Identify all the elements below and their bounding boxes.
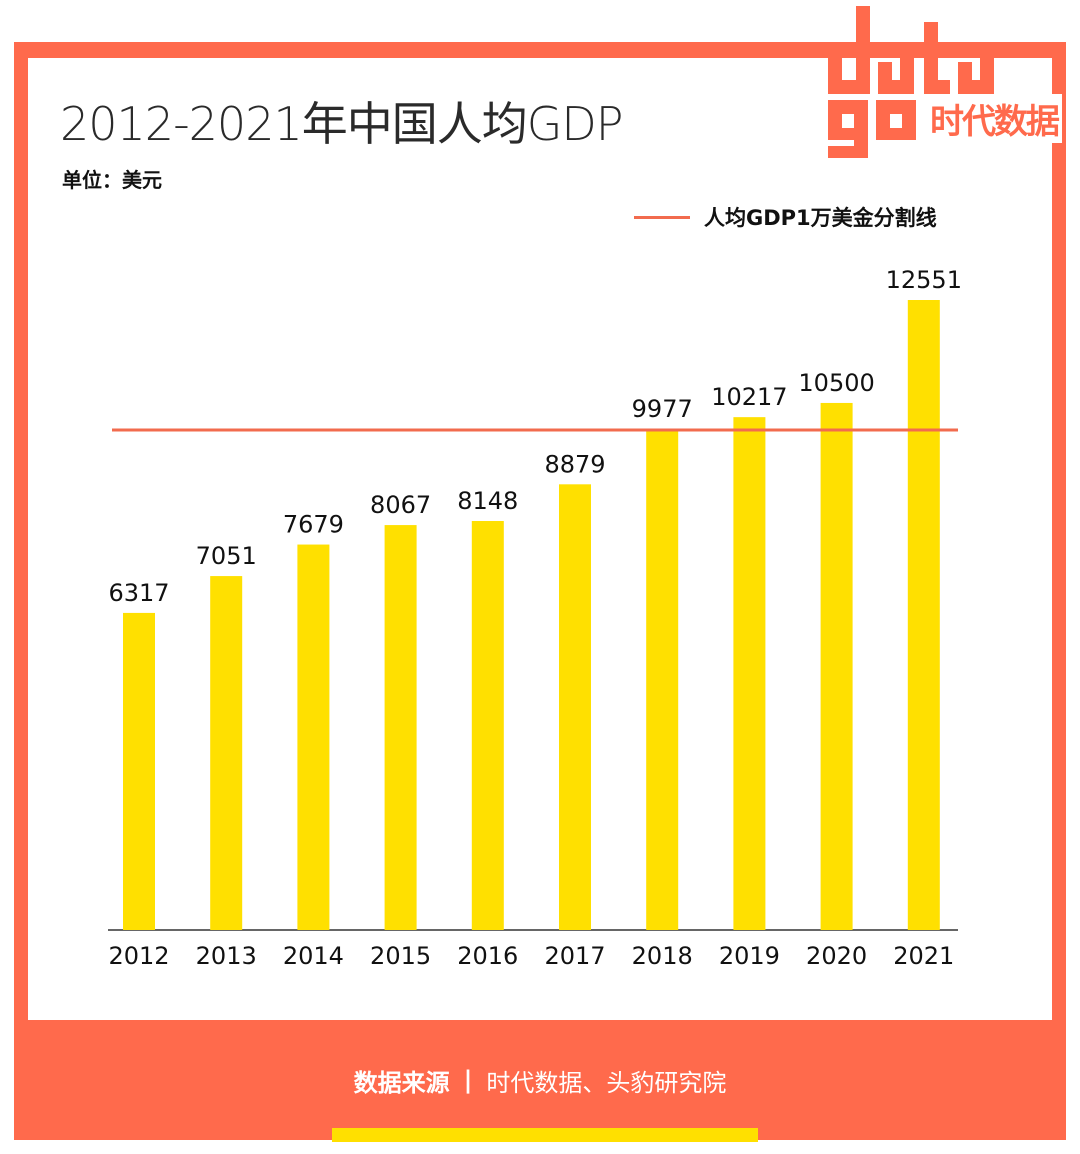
data-label-2018: 9977 xyxy=(632,395,693,423)
x-tick-2012: 2012 xyxy=(108,942,169,970)
x-tick-2020: 2020 xyxy=(806,942,867,970)
bar-2020 xyxy=(820,402,853,931)
x-tick-2019: 2019 xyxy=(719,942,780,970)
bar-2013 xyxy=(210,576,243,930)
logo-text: 时代数据 xyxy=(926,94,1062,143)
datagood-logo-mark xyxy=(828,6,994,158)
x-tick-2013: 2013 xyxy=(196,942,257,970)
data-label-2015: 8067 xyxy=(370,491,431,519)
bar-2018 xyxy=(646,429,679,930)
chart-panel xyxy=(28,58,1052,1020)
datagood-logo xyxy=(820,2,1060,162)
footer-accent-bar xyxy=(332,1128,758,1142)
data-label-2013: 7051 xyxy=(196,542,257,570)
x-tick-2021: 2021 xyxy=(893,942,954,970)
chart-legend: 人均GDP1万美金分割线 xyxy=(634,200,937,234)
data-label-2016: 8148 xyxy=(457,487,518,515)
bar-2017 xyxy=(559,484,591,930)
x-tick-2015: 2015 xyxy=(370,942,431,970)
source-footer: 数据来源 | 时代数据、头豹研究院 xyxy=(14,1052,1066,1108)
bar-2012 xyxy=(123,612,155,930)
data-label-2012: 6317 xyxy=(108,579,169,607)
bar-2016 xyxy=(471,521,504,930)
source-label: 数据来源 xyxy=(353,1068,450,1097)
source-text: 时代数据、头豹研究院 xyxy=(486,1068,727,1097)
data-label-2020: 10500 xyxy=(798,369,874,397)
legend-line-swatch xyxy=(634,215,690,219)
data-label-2021: 12551 xyxy=(886,266,962,294)
unit-label: 单位：美元 xyxy=(62,168,162,192)
data-label-2014: 7679 xyxy=(283,511,344,539)
data-label-2017: 8879 xyxy=(544,450,605,478)
source-separator: | xyxy=(463,1066,473,1094)
x-tick-2016: 2016 xyxy=(457,942,518,970)
chart-title: 2012-2021年中国人均GDP xyxy=(60,97,624,151)
bar-2015 xyxy=(384,525,417,930)
bar-2021 xyxy=(907,300,940,930)
data-label-2019: 10217 xyxy=(711,383,787,411)
x-tick-2018: 2018 xyxy=(632,942,693,970)
bar-2014 xyxy=(297,544,330,930)
x-tick-2014: 2014 xyxy=(283,942,344,970)
x-tick-2017: 2017 xyxy=(544,942,605,970)
legend-label: 人均GDP1万美金分割线 xyxy=(704,206,937,230)
bar-2019 xyxy=(733,417,766,930)
